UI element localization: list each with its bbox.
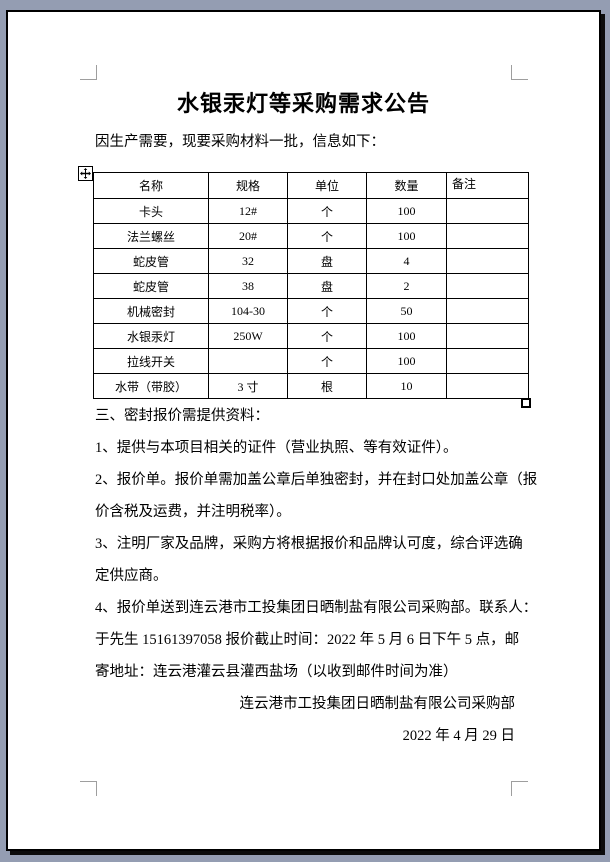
cell-remark[interactable]	[446, 198, 529, 224]
paragraph-line[interactable]: 三、密封报价需提供资料：	[95, 408, 269, 424]
cell-unit[interactable]: 根	[287, 373, 367, 399]
cell-spec[interactable]: 250W	[208, 323, 288, 349]
cell-name[interactable]: 水银汞灯	[93, 323, 209, 349]
table-resize-handle[interactable]	[521, 398, 531, 408]
cell-spec[interactable]: 38	[208, 273, 288, 299]
cell-unit[interactable]: 个	[287, 323, 367, 349]
cell-unit[interactable]: 个	[287, 223, 367, 249]
document-page: 水银汞灯等采购需求公告 因生产需要，现要采购材料一批，信息如下： 名称 规格 单…	[6, 10, 601, 851]
table-row: 机械密封 104-30 个 50	[93, 298, 529, 324]
table-row: 蛇皮管 38 盘 2	[93, 273, 529, 299]
cell-name[interactable]: 机械密封	[93, 298, 209, 324]
cell-name[interactable]: 卡头	[93, 198, 209, 224]
table-header-row: 名称 规格 单位 数量 备注	[93, 172, 529, 199]
cell-qty[interactable]: 50	[366, 298, 447, 324]
cell-remark[interactable]	[446, 373, 529, 399]
cell-spec[interactable]: 20#	[208, 223, 288, 249]
cell-name[interactable]: 蛇皮管	[93, 248, 209, 274]
header-cell-spec[interactable]: 规格	[208, 172, 288, 199]
cell-name[interactable]: 法兰螺丝	[93, 223, 209, 249]
cell-qty[interactable]: 100	[366, 323, 447, 349]
document-title[interactable]: 水银汞灯等采购需求公告	[176, 91, 430, 116]
cell-unit[interactable]: 个	[287, 348, 367, 374]
paragraph-line[interactable]: 于先生 15161397058 报价截止时间：2022 年 5 月 6 日下午 …	[95, 632, 520, 648]
cell-remark[interactable]	[446, 323, 529, 349]
cell-name[interactable]: 拉线开关	[93, 348, 209, 374]
cell-remark[interactable]	[446, 348, 529, 374]
cell-remark[interactable]	[446, 273, 529, 299]
materials-table-container: 名称 规格 单位 数量 备注 卡头 12# 个 100 法兰螺丝 20#	[78, 166, 531, 408]
cell-spec[interactable]: 104-30	[208, 298, 288, 324]
move-cross-icon	[80, 168, 91, 179]
header-cell-name[interactable]: 名称	[93, 172, 209, 199]
table-row: 法兰螺丝 20# 个 100	[93, 223, 529, 249]
cell-qty[interactable]: 100	[366, 348, 447, 374]
signoff-date-line[interactable]: 2022 年 4 月 29 日	[402, 728, 515, 744]
cell-name[interactable]: 水带（带胶）	[93, 373, 209, 399]
cell-spec[interactable]: 12#	[208, 198, 288, 224]
cell-qty[interactable]: 2	[366, 273, 447, 299]
cell-remark[interactable]	[446, 298, 529, 324]
cell-unit[interactable]: 个	[287, 298, 367, 324]
cell-qty[interactable]: 100	[366, 198, 447, 224]
cell-qty[interactable]: 10	[366, 373, 447, 399]
paragraph-line[interactable]: 3、注明厂家及品牌，采购方将根据报价和品牌认可度，综合评选确	[95, 536, 523, 552]
margin-crop-mark-bottom-left	[80, 781, 97, 796]
cell-spec[interactable]: 3 寸	[208, 373, 288, 399]
paragraph-line[interactable]: 定供应商。	[95, 568, 168, 584]
table-row: 水银汞灯 250W 个 100	[93, 323, 529, 349]
header-cell-remark[interactable]: 备注	[446, 172, 529, 199]
cell-qty[interactable]: 100	[366, 223, 447, 249]
paragraph-line[interactable]: 4、报价单送到连云港市工投集团日晒制盐有限公司采购部。联系人：	[95, 600, 538, 616]
paragraph-line[interactable]: 价含税及运费，并注明税率）。	[95, 504, 291, 520]
body-text: 三、密封报价需提供资料： 1、提供与本项目相关的证件（营业执照、等有效证件）。 …	[95, 400, 538, 752]
margin-crop-mark-top-left	[80, 65, 97, 80]
cell-spec[interactable]: 32	[208, 248, 288, 274]
margin-crop-mark-bottom-right	[511, 781, 528, 796]
cell-spec[interactable]	[208, 348, 288, 374]
paragraph-line[interactable]: 1、提供与本项目相关的证件（营业执照、等有效证件）。	[95, 440, 458, 456]
header-cell-qty[interactable]: 数量	[366, 172, 447, 199]
table-row: 水带（带胶） 3 寸 根 10	[93, 373, 529, 399]
signoff-company-line[interactable]: 连云港市工投集团日晒制盐有限公司采购部	[239, 696, 516, 712]
cell-name[interactable]: 蛇皮管	[93, 273, 209, 299]
header-cell-unit[interactable]: 单位	[287, 172, 367, 199]
table-row: 拉线开关 个 100	[93, 348, 529, 374]
cell-remark[interactable]	[446, 248, 529, 274]
intro-paragraph[interactable]: 因生产需要，现要采购材料一批，信息如下：	[95, 134, 385, 150]
cell-unit[interactable]: 盘	[287, 248, 367, 274]
cell-qty[interactable]: 4	[366, 248, 447, 274]
table-row: 蛇皮管 32 盘 4	[93, 248, 529, 274]
cell-remark[interactable]	[446, 223, 529, 249]
paragraph-line[interactable]: 2、报价单。报价单需加盖公章后单独密封，并在封口处加盖公章（报	[95, 472, 538, 488]
materials-table: 名称 规格 单位 数量 备注 卡头 12# 个 100 法兰螺丝 20#	[93, 172, 529, 399]
table-move-handle[interactable]	[78, 166, 93, 181]
cell-unit[interactable]: 个	[287, 198, 367, 224]
cell-unit[interactable]: 盘	[287, 273, 367, 299]
margin-crop-mark-top-right	[511, 65, 528, 80]
paragraph-line[interactable]: 寄地址：连云港灌云县灌西盐场（以收到邮件时间为准）	[95, 664, 458, 680]
table-row: 卡头 12# 个 100	[93, 198, 529, 224]
